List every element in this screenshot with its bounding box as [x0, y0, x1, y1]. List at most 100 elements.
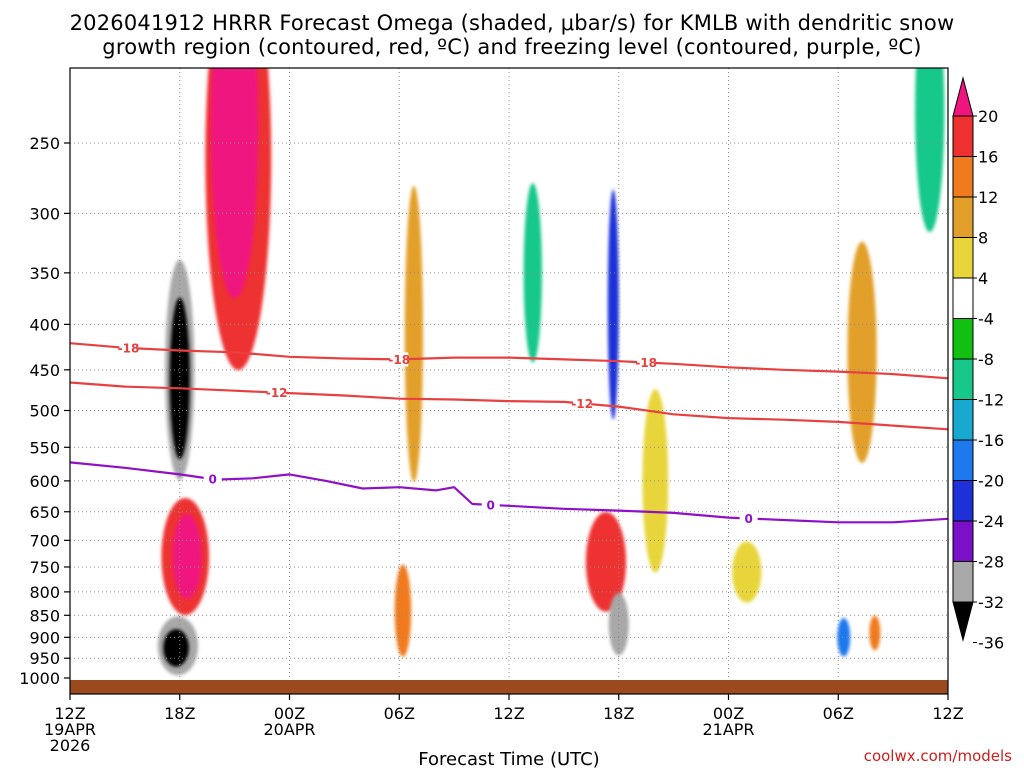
- colorbar-label: 16: [978, 148, 998, 167]
- chart-title-line-2: growth region (contoured, red, ºC) and f…: [102, 35, 921, 59]
- contour-label--12: -12: [266, 386, 288, 400]
- colorbar-segment: [952, 318, 974, 360]
- omega-cell-12: [607, 189, 619, 420]
- omega-cell-13: [847, 241, 877, 463]
- colorbar-segment: [952, 480, 974, 522]
- omega-cell-10: [585, 511, 627, 612]
- contour-line--12: [70, 381, 948, 431]
- omega-cell-18: [523, 183, 542, 363]
- y-tick-label: 700: [29, 531, 60, 550]
- colorbar-label: 4: [978, 269, 988, 288]
- y-tick-label: 350: [29, 264, 60, 283]
- colorbar-label: -24: [978, 512, 1004, 531]
- colorbar-segment: [952, 115, 974, 157]
- x-tick-label: 19APR: [44, 720, 96, 739]
- colorbar-segment: [952, 358, 974, 400]
- contour-line-0: [70, 461, 948, 524]
- contour-label-bg: [267, 385, 286, 400]
- contour-label-bg: [119, 340, 138, 355]
- contour-label-bg: [739, 511, 758, 526]
- y-axis: 250 300 350 400 450 500 550 600 650 700 750 800 850 9…: [19, 134, 70, 688]
- omega-cell-16: [642, 389, 669, 573]
- contour-label--12: -12: [571, 397, 593, 411]
- colorbar-segment: [952, 156, 974, 198]
- ground-strip: [70, 680, 948, 694]
- colorbar-segment: [952, 399, 974, 441]
- colorbar-segment: [952, 196, 974, 238]
- x-tick-label: 12Z: [932, 704, 963, 723]
- omega-cell-7: [210, 68, 259, 299]
- contour-label-bg: [573, 396, 592, 411]
- x-tick-label: 00Z: [713, 704, 744, 723]
- contour-label-bg: [390, 352, 409, 367]
- colorbar-label: 12: [978, 188, 998, 207]
- omega-cell-15: [837, 618, 851, 657]
- y-tick-label: 550: [29, 438, 60, 457]
- y-tick-label: 600: [29, 472, 60, 491]
- y-tick-label: 400: [29, 315, 60, 334]
- x-tick-label: 18Z: [164, 704, 195, 723]
- x-tick-label: 00Z: [274, 704, 305, 723]
- y-tick-label: 250: [29, 134, 60, 153]
- x-tick-label: 21APR: [702, 720, 754, 739]
- colorbar-label: 8: [978, 229, 988, 248]
- omega-cell-5: [172, 514, 202, 600]
- contour-label-0: 0: [487, 498, 495, 512]
- colorbar-label: -32: [978, 593, 1004, 612]
- contour-label--18: -18: [388, 353, 410, 367]
- contours: -18 -18 -18 -12 -12 0 0 0: [70, 340, 948, 526]
- x-tick-label: 06Z: [823, 704, 854, 723]
- credit-text: coolwx.com/models: [864, 747, 1012, 765]
- colorbar-label: 20: [978, 107, 998, 126]
- y-tick-label: 850: [29, 606, 60, 625]
- colorbar-segment: [952, 439, 974, 481]
- x-tick-label: 06Z: [384, 704, 415, 723]
- x-tick-label: 2026: [50, 736, 91, 755]
- colorbar: 20 16 12 8 4 -4 -8 -12 -16 -20 -24 -28 -32 -36: [952, 76, 1004, 653]
- contour-line--18: [70, 342, 948, 380]
- contour-label--18: -18: [118, 341, 140, 355]
- colorbar-label: -8: [978, 350, 994, 369]
- omega-cell-9: [394, 564, 412, 657]
- contour-label-0: 0: [744, 512, 752, 526]
- x-tick-label: 12Z: [54, 704, 85, 723]
- colorbar-segment: [952, 520, 974, 562]
- y-tick-label: 450: [29, 361, 60, 380]
- colorbar-bottom-arrow: [952, 601, 974, 642]
- chart-title-line-1: 2026041912 HRRR Forecast Omega (shaded, …: [70, 11, 955, 35]
- colorbar-segment: [952, 561, 974, 603]
- colorbar-label: -4: [978, 310, 994, 329]
- contour-label-bg: [481, 497, 500, 512]
- contour-label-bg: [637, 355, 656, 370]
- omega-cell-3: [163, 629, 189, 667]
- y-tick-label: 750: [29, 558, 60, 577]
- contour-label-bg: [203, 472, 222, 487]
- y-tick-label: 650: [29, 503, 60, 522]
- x-tick-label: 18Z: [603, 704, 634, 723]
- omega-cell-14: [869, 615, 881, 651]
- colorbar-label: -16: [978, 431, 1004, 450]
- omega-cell-8: [404, 185, 424, 482]
- y-tick-label: 950: [29, 649, 60, 668]
- y-tick-label: 300: [29, 204, 60, 223]
- colorbar-label: -20: [978, 472, 1004, 491]
- colorbar-label: -28: [978, 553, 1004, 572]
- x-axis-title: Forecast Time (UTC): [418, 749, 599, 768]
- y-tick-label: 900: [29, 628, 60, 647]
- colorbar-label: -12: [978, 391, 1004, 410]
- y-tick-label: 1000: [19, 669, 60, 688]
- x-tick-label: 20APR: [263, 720, 315, 739]
- omega-cell-17: [732, 541, 762, 603]
- colorbar-segment: [952, 237, 974, 279]
- colorbar-segment: [952, 277, 974, 319]
- y-tick-label: 800: [29, 583, 60, 602]
- colorbar-label: -36: [978, 634, 1004, 653]
- contour-label-0: 0: [208, 473, 216, 487]
- y-tick-label: 500: [29, 402, 60, 421]
- x-tick-label: 12Z: [493, 704, 524, 723]
- omega-shading: [157, 68, 945, 676]
- omega-cell-19: [915, 68, 945, 233]
- contour-label--18: -18: [635, 356, 657, 370]
